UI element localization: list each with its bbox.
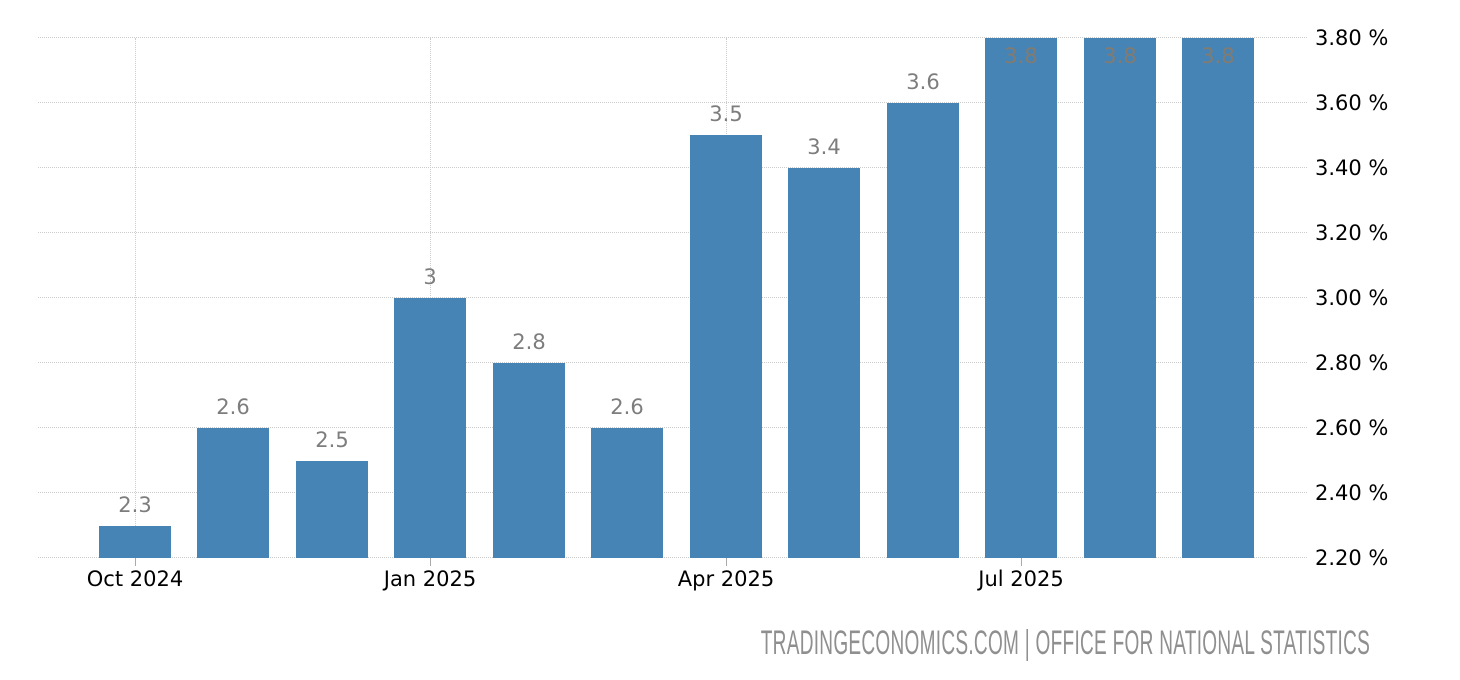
bar-value-label: 3.8 — [1103, 44, 1137, 68]
bar-may-2025[interactable] — [788, 168, 860, 558]
x-axis-tick-mark — [1021, 558, 1022, 566]
h-gridline — [38, 557, 1307, 558]
bar-sep-2025[interactable] — [1182, 38, 1254, 558]
y-axis-tick-label: 2.60 % — [1315, 416, 1389, 440]
x-axis-tick-label: Jan 2025 — [383, 567, 477, 591]
source-attribution-text: TRADINGECONOMICS.COM | OFFICE FOR NATION… — [760, 624, 1370, 662]
y-axis-tick-label: 2.20 % — [1315, 546, 1389, 570]
bar-apr-2025[interactable] — [690, 135, 762, 558]
bar-jan-2025[interactable] — [394, 298, 466, 558]
bar-aug-2025[interactable] — [1084, 38, 1156, 558]
v-gridline — [135, 38, 136, 558]
h-gridline — [38, 102, 1307, 103]
bar-value-label: 3.8 — [1004, 44, 1038, 68]
bar-value-label: 2.8 — [512, 330, 546, 354]
bar-value-label: 2.6 — [216, 395, 250, 419]
bar-dec-2024[interactable] — [296, 461, 368, 558]
x-axis-tick-label: Jul 2025 — [978, 567, 1064, 591]
h-gridline — [38, 37, 1307, 38]
y-axis-tick-label: 3.60 % — [1315, 91, 1389, 115]
bar-mar-2025[interactable] — [591, 428, 663, 558]
h-gridline — [38, 427, 1307, 428]
bar-value-label: 3.5 — [709, 102, 743, 126]
h-gridline — [38, 232, 1307, 233]
bar-jun-2025[interactable] — [887, 103, 959, 558]
bar-value-label: 3 — [423, 265, 437, 289]
y-axis-tick-label: 3.40 % — [1315, 156, 1389, 180]
bar-jul-2025[interactable] — [985, 38, 1057, 558]
bar-value-label: 2.3 — [118, 493, 152, 517]
y-axis-tick-label: 2.40 % — [1315, 481, 1389, 505]
bar-nov-2024[interactable] — [197, 428, 269, 558]
bar-value-label: 3.8 — [1201, 44, 1235, 68]
x-axis-tick-label: Oct 2024 — [86, 567, 184, 591]
x-axis-tick-mark — [726, 558, 727, 566]
bar-value-label: 2.6 — [610, 395, 644, 419]
bar-value-label: 3.4 — [807, 135, 841, 159]
x-axis-tick-mark — [135, 558, 136, 566]
source-attribution: TRADINGECONOMICS.COM | OFFICE FOR NATION… — [282, 624, 1370, 663]
bar-oct-2024[interactable] — [99, 526, 171, 558]
x-axis-tick-label: Apr 2025 — [677, 567, 775, 591]
h-gridline — [38, 297, 1307, 298]
h-gridline — [38, 167, 1307, 168]
bar-value-label: 2.5 — [315, 428, 349, 452]
y-axis-tick-label: 3.80 % — [1315, 26, 1389, 50]
bar-value-label: 3.6 — [906, 70, 940, 94]
y-axis-tick-label: 3.00 % — [1315, 286, 1389, 310]
y-axis-tick-label: 2.80 % — [1315, 351, 1389, 375]
x-axis-tick-mark — [430, 558, 431, 566]
h-gridline — [38, 362, 1307, 363]
h-gridline — [38, 492, 1307, 493]
y-axis-tick-label: 3.20 % — [1315, 221, 1389, 245]
bar-feb-2025[interactable] — [493, 363, 565, 558]
